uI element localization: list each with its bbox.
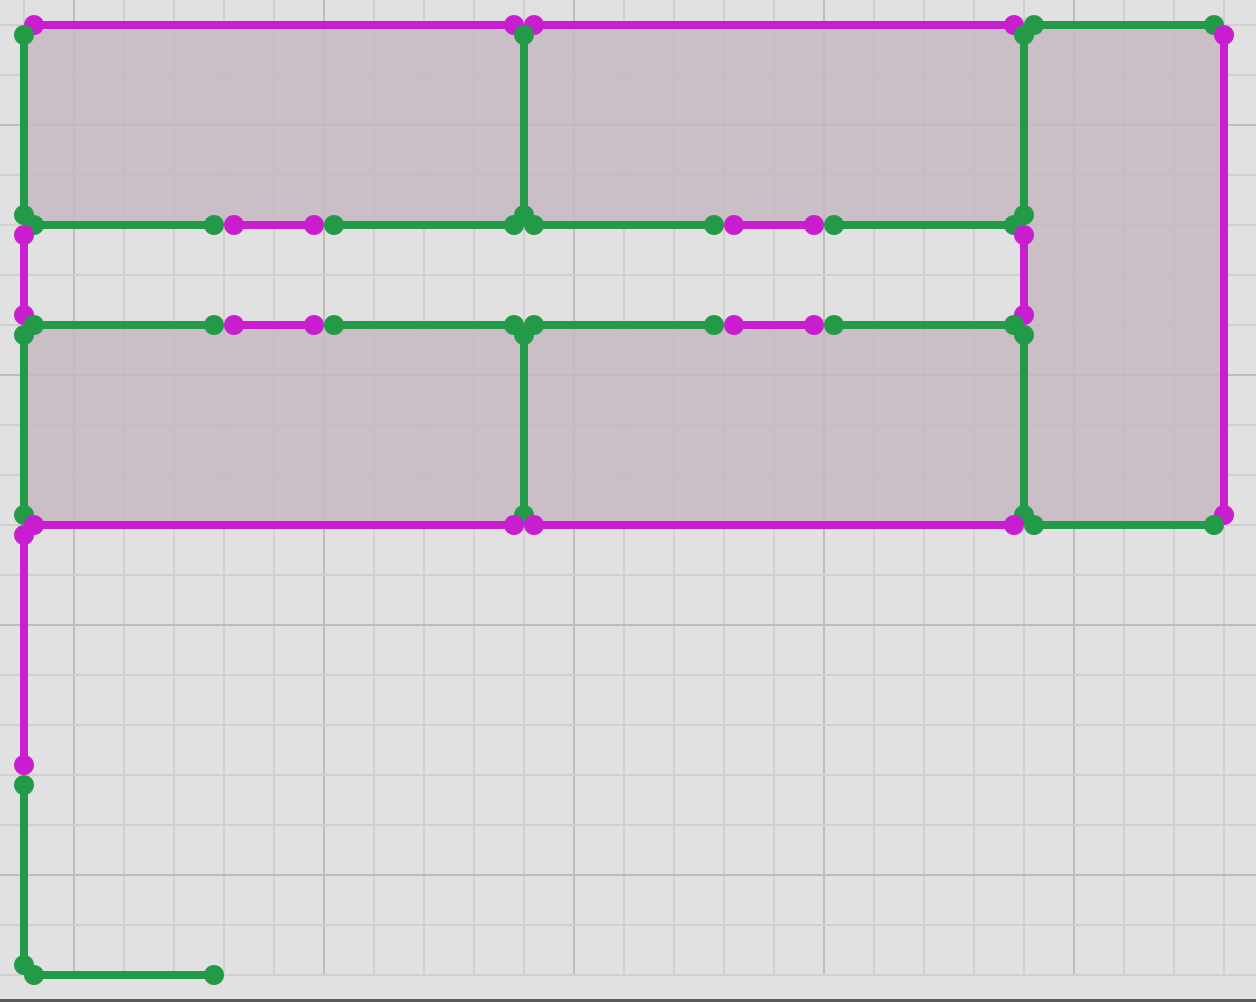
rooms	[24, 25, 1224, 525]
wall-endpoint-handle[interactable]	[704, 315, 724, 335]
wall-segment-magenta[interactable]	[224, 315, 324, 335]
wall-segment-green[interactable]	[524, 215, 724, 235]
wall-segment-magenta[interactable]	[14, 225, 34, 325]
wall-segment-magenta[interactable]	[14, 525, 34, 775]
wall-endpoint-handle[interactable]	[524, 515, 544, 535]
wall-endpoint-handle[interactable]	[304, 215, 324, 235]
wall-segment-green[interactable]	[14, 325, 34, 525]
wall-endpoint-handle[interactable]	[1214, 25, 1234, 45]
wall-segment-magenta[interactable]	[524, 515, 1024, 535]
wall-endpoint-handle[interactable]	[504, 515, 524, 535]
wall-endpoint-handle[interactable]	[804, 215, 824, 235]
room[interactable]	[1024, 25, 1224, 525]
wall-endpoint-handle[interactable]	[204, 315, 224, 335]
wall-segment-magenta[interactable]	[224, 215, 324, 235]
wall-segment-green[interactable]	[524, 315, 724, 335]
room[interactable]	[524, 325, 1024, 525]
wall-segment-magenta[interactable]	[24, 515, 524, 535]
wall-endpoint-handle[interactable]	[14, 225, 34, 245]
wall-endpoint-handle[interactable]	[204, 965, 224, 985]
wall-endpoint-handle[interactable]	[1014, 325, 1034, 345]
canvas-bottom-border	[0, 999, 1256, 1002]
wall-segment-green[interactable]	[24, 215, 224, 235]
room[interactable]	[524, 25, 1024, 225]
wall-endpoint-handle[interactable]	[14, 325, 34, 345]
wall-endpoint-handle[interactable]	[1204, 515, 1224, 535]
wall-endpoint-handle[interactable]	[724, 315, 744, 335]
wall-segment-green[interactable]	[324, 215, 524, 235]
wall-endpoint-handle[interactable]	[1004, 515, 1024, 535]
wall-endpoint-handle[interactable]	[324, 315, 344, 335]
wall-endpoint-handle[interactable]	[224, 215, 244, 235]
wall-endpoint-handle[interactable]	[1014, 225, 1034, 245]
wall-endpoint-handle[interactable]	[824, 315, 844, 335]
wall-endpoint-handle[interactable]	[824, 215, 844, 235]
wall-endpoint-handle[interactable]	[1024, 515, 1044, 535]
wall-endpoint-handle[interactable]	[24, 965, 44, 985]
wall-segment-magenta[interactable]	[724, 215, 824, 235]
wall-segment-green[interactable]	[1024, 15, 1224, 35]
wall-segment-magenta[interactable]	[1014, 225, 1034, 325]
wall-endpoint-handle[interactable]	[14, 755, 34, 775]
wall-endpoint-handle[interactable]	[204, 215, 224, 235]
room[interactable]	[24, 325, 524, 525]
wall-segment-magenta[interactable]	[724, 315, 824, 335]
room[interactable]	[24, 25, 524, 225]
wall-endpoint-handle[interactable]	[14, 525, 34, 545]
wall-segment-green[interactable]	[514, 25, 534, 225]
wall-endpoint-handle[interactable]	[524, 215, 544, 235]
walls	[14, 15, 1234, 985]
wall-endpoint-handle[interactable]	[804, 315, 824, 335]
wall-endpoint-handle[interactable]	[514, 25, 534, 45]
wall-endpoint-handle[interactable]	[1014, 25, 1034, 45]
wall-endpoint-handle[interactable]	[14, 25, 34, 45]
wall-endpoint-handle[interactable]	[704, 215, 724, 235]
wall-segment-green[interactable]	[24, 965, 224, 985]
wall-endpoint-handle[interactable]	[504, 215, 524, 235]
wall-segment-green[interactable]	[14, 25, 34, 225]
wall-endpoint-handle[interactable]	[724, 215, 744, 235]
wall-endpoint-handle[interactable]	[324, 215, 344, 235]
wall-endpoint-handle[interactable]	[14, 775, 34, 795]
wall-endpoint-handle[interactable]	[304, 315, 324, 335]
wall-endpoint-handle[interactable]	[514, 325, 534, 345]
wall-endpoint-handle[interactable]	[224, 315, 244, 335]
wall-segment-green[interactable]	[24, 315, 224, 335]
wall-segment-green[interactable]	[1024, 515, 1224, 535]
